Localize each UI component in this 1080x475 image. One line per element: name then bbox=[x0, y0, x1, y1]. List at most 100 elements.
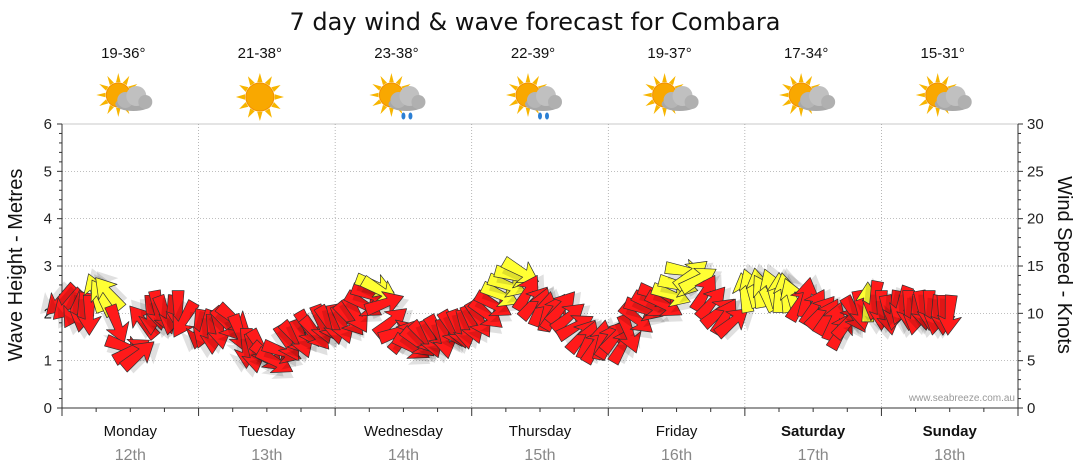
date-label: 15th bbox=[524, 447, 555, 464]
wind-arrow-body bbox=[713, 308, 749, 340]
date-label: 14th bbox=[388, 447, 419, 464]
date-label: 18th bbox=[934, 447, 965, 464]
sun-ray bbox=[122, 75, 130, 86]
sun-ray bbox=[395, 75, 403, 86]
partly-cloudy-showers-icon bbox=[369, 73, 426, 120]
wind-arrow bbox=[119, 341, 161, 374]
sun-ray bbox=[798, 73, 804, 83]
temperature-range: 15-31° bbox=[921, 45, 965, 62]
day-label: Thursday bbox=[509, 423, 572, 440]
sun-ray bbox=[99, 99, 109, 106]
day-axis: Monday 12th Tuesday 13th Wednesday 14th Thursd… bbox=[61, 407, 1019, 464]
sun-ray bbox=[506, 92, 516, 98]
daily-forecast-row: 19-36° 21-38° 23-38° 22-39° 19-37° 17-34° 15-3… bbox=[96, 45, 972, 121]
temperature-range: 17-34° bbox=[784, 45, 828, 62]
date-label: 16th bbox=[661, 447, 692, 464]
wind-arrow-shadow bbox=[339, 300, 366, 339]
sun-ray bbox=[645, 99, 655, 106]
day-forecast: 19-37° bbox=[642, 45, 699, 117]
wind-arrow-body bbox=[119, 341, 155, 373]
sun-ray bbox=[918, 84, 928, 91]
left-axis-label: Wave Height - Metres bbox=[5, 169, 27, 362]
sun-ray bbox=[99, 84, 109, 91]
sun-ray bbox=[926, 75, 934, 86]
wind-arrow bbox=[166, 299, 200, 339]
sun-ray bbox=[235, 94, 246, 100]
right-tick-label: 30 bbox=[1027, 116, 1044, 133]
rain-drop bbox=[545, 112, 549, 120]
day-forecast: 22-39° bbox=[506, 45, 562, 120]
rain-drop bbox=[538, 112, 542, 120]
sun-ray bbox=[247, 76, 255, 86]
day-label: Saturday bbox=[781, 423, 846, 440]
wind-arrow-shadow bbox=[461, 305, 489, 344]
right-tick-label: 0 bbox=[1027, 400, 1035, 417]
sun-ray bbox=[239, 102, 249, 109]
sun-ray bbox=[271, 102, 281, 109]
left-tick-label: 5 bbox=[44, 163, 52, 180]
sun-ray bbox=[107, 104, 114, 115]
wind-arrow bbox=[72, 294, 102, 340]
sun-ray bbox=[517, 104, 524, 115]
sun-ray bbox=[915, 92, 925, 98]
sun-ray bbox=[257, 111, 263, 121]
sun-ray bbox=[926, 104, 934, 115]
right-axis-label: Wind Speed - Knots bbox=[1053, 176, 1075, 354]
wind-arrow-shadow bbox=[331, 306, 362, 342]
wind-arrow-body bbox=[95, 277, 127, 313]
cloud-puff bbox=[821, 95, 836, 109]
partly-cloudy-showers-icon bbox=[506, 73, 562, 120]
day-forecast: 17-34° bbox=[779, 45, 836, 117]
sun-ray bbox=[653, 104, 661, 115]
sun-ray bbox=[532, 75, 539, 86]
day-label: Tuesday bbox=[238, 423, 295, 440]
partly-cloudy-icon bbox=[642, 73, 699, 117]
sun-ray bbox=[790, 104, 797, 115]
wind-arrow bbox=[613, 312, 642, 359]
left-axis: 0123456 bbox=[44, 116, 63, 417]
sun-ray bbox=[264, 76, 272, 86]
temperature-range: 22-39° bbox=[511, 45, 555, 62]
wind-arrow-shadow bbox=[719, 309, 755, 341]
sun-ray bbox=[372, 84, 382, 91]
wind-arrow bbox=[932, 294, 962, 339]
sun-ray bbox=[257, 73, 263, 83]
rain-drop bbox=[401, 112, 406, 120]
right-tick-label: 10 bbox=[1027, 305, 1044, 322]
day-label: Friday bbox=[656, 423, 698, 440]
sun-ray bbox=[508, 99, 519, 106]
wind-arrow-shadow bbox=[297, 320, 328, 356]
wind-arrow-body bbox=[616, 312, 642, 354]
left-tick-label: 3 bbox=[44, 258, 52, 275]
sun-ray bbox=[790, 75, 797, 86]
wind-arrow-body bbox=[500, 256, 539, 283]
sun-ray bbox=[380, 104, 387, 115]
right-tick-label: 25 bbox=[1027, 163, 1044, 180]
cloud-shape bbox=[525, 86, 562, 111]
wind-arrow-body bbox=[76, 294, 102, 336]
wind-arrow bbox=[101, 303, 130, 349]
day-forecast: 19-36° bbox=[96, 45, 153, 117]
cloud-puff bbox=[138, 95, 153, 109]
cloud-shape bbox=[115, 86, 153, 111]
wind-arrows-series bbox=[40, 256, 962, 379]
cloud-puff bbox=[684, 95, 699, 109]
sun-ray bbox=[271, 85, 281, 92]
sun-ray bbox=[389, 107, 394, 117]
right-tick-label: 15 bbox=[1027, 258, 1044, 275]
sun-ray bbox=[525, 107, 531, 117]
cloud-puff bbox=[957, 95, 972, 109]
day-forecast: 15-31° bbox=[915, 45, 972, 117]
sunny-icon bbox=[235, 73, 284, 121]
sun-ray bbox=[517, 75, 524, 86]
sun-ray bbox=[239, 85, 249, 92]
right-axis: 0 5 10 15 20 25 30 bbox=[1017, 116, 1044, 417]
cloud-shape bbox=[388, 86, 426, 111]
wind-arrow-shadow bbox=[270, 329, 297, 367]
sun-ray bbox=[107, 75, 114, 86]
wind-arrow-shadow bbox=[837, 300, 864, 339]
right-tick-label: 5 bbox=[1027, 353, 1035, 370]
date-label: 17th bbox=[798, 447, 829, 464]
sun-ray bbox=[798, 107, 804, 117]
